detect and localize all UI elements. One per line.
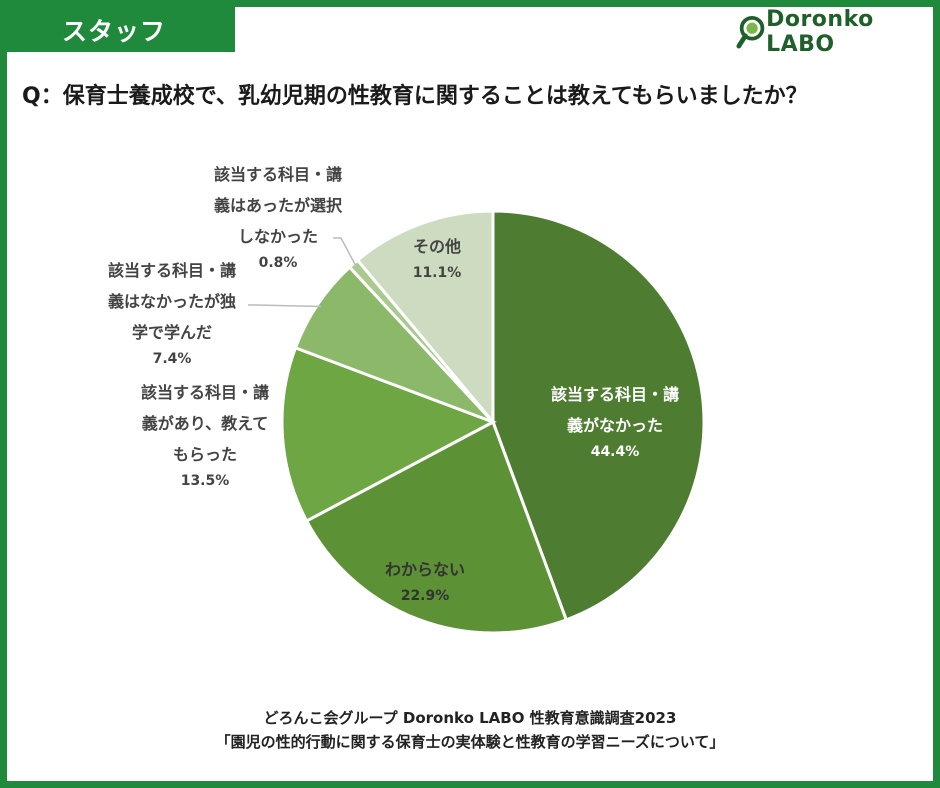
pie-slice-3 bbox=[293, 265, 495, 424]
slice-value-3: 7.4% bbox=[153, 351, 192, 367]
slice-label-3-line-1: 義はなかったが独 bbox=[108, 292, 236, 311]
magnifier-icon bbox=[736, 15, 765, 49]
slice-value-2: 13.5% bbox=[181, 473, 230, 489]
footer-line-2: 「園児の性的行動に関する保育士の実体験と性教育の学習ニーズについて」 bbox=[215, 733, 725, 751]
logo-text: Doronko LABO bbox=[766, 7, 874, 57]
slice-label-4-line-0: 該当する科目・講 bbox=[214, 165, 342, 184]
slice-value-5: 11.1% bbox=[413, 265, 462, 281]
slice-value-1: 22.9% bbox=[401, 588, 450, 604]
staff-tag-label: スタッフ bbox=[62, 16, 167, 46]
slice-label-2-line-2: もらった bbox=[173, 445, 237, 464]
leader-line-3 bbox=[248, 304, 322, 308]
slice-label-0-line-1: 義がなかった bbox=[567, 416, 663, 435]
footer: どろんこ会グループ Doronko LABO 性教育意識調査2023 「園児の性… bbox=[0, 706, 940, 754]
staff-tag: スタッフ bbox=[7, 7, 235, 52]
pie-slice-1 bbox=[304, 419, 569, 635]
question-title: Q：保育士養成校で、乳幼児期の性教育に関することは教えてもらいましたか？ bbox=[22, 84, 808, 109]
slice-label-5-line-0: その他 bbox=[413, 237, 461, 256]
slice-value-4: 0.8% bbox=[259, 255, 298, 271]
slice-label-2-line-0: 該当する科目・講 bbox=[141, 383, 269, 402]
slice-label-3-line-0: 該当する科目・講 bbox=[108, 261, 236, 280]
slice-label-4-line-1: 義はあったが選択 bbox=[214, 196, 343, 215]
leader-line-4 bbox=[333, 237, 357, 267]
pie-slice-2 bbox=[280, 345, 497, 523]
logo: Doronko LABO bbox=[736, 7, 940, 57]
slice-value-0: 44.4% bbox=[591, 444, 640, 460]
slice-label-1-line-0: わからない bbox=[385, 560, 465, 579]
footer-line-1: どろんこ会グループ Doronko LABO 性教育意識調査2023 bbox=[263, 709, 677, 727]
slice-label-3-line-2: 学で学んだ bbox=[132, 323, 212, 342]
slice-label-4-line-2: しなかった bbox=[238, 227, 318, 246]
pie-chart: 該当する科目・講義がなかった44.4%わからない22.9%該当する科目・講義があ… bbox=[108, 165, 706, 635]
slice-label-2-line-1: 義があり、教えて bbox=[142, 414, 269, 433]
pie-slice-0 bbox=[491, 209, 706, 622]
slice-label-0-line-0: 該当する科目・講 bbox=[551, 385, 679, 404]
pie-slice-5 bbox=[355, 209, 495, 427]
